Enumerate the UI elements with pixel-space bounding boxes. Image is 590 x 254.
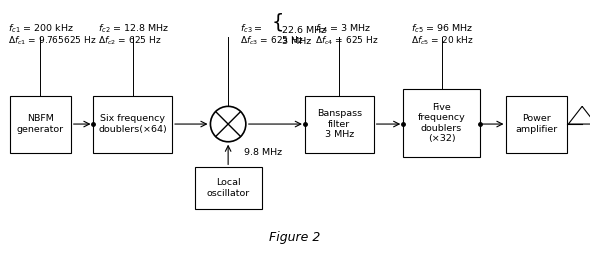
- Text: 22.6 MHz: 22.6 MHz: [282, 26, 326, 35]
- Text: $\Delta f_{c4}$ = 625 Hz: $\Delta f_{c4}$ = 625 Hz: [314, 35, 378, 47]
- Bar: [506, 96, 568, 153]
- Text: NBFM
generator: NBFM generator: [17, 114, 64, 134]
- Bar: [10, 96, 71, 153]
- Text: Figure 2: Figure 2: [269, 231, 321, 244]
- Text: $\Delta f_{c2}$ = 625 Hz: $\Delta f_{c2}$ = 625 Hz: [99, 35, 162, 47]
- Text: $\{$: $\{$: [271, 11, 283, 33]
- Text: $\Delta f_{c5}$ = 20 kHz: $\Delta f_{c5}$ = 20 kHz: [411, 35, 474, 47]
- Text: Banspass
filter
3 MHz: Banspass filter 3 MHz: [317, 109, 362, 139]
- Bar: [93, 96, 172, 153]
- Text: $f_{c1}$ = 200 kHz: $f_{c1}$ = 200 kHz: [8, 22, 74, 35]
- Text: Power
amplifier: Power amplifier: [516, 114, 558, 134]
- Bar: [305, 96, 373, 153]
- Text: $f_{c2}$ = 12.8 MHz: $f_{c2}$ = 12.8 MHz: [99, 22, 170, 35]
- Text: $\Delta f_{c3}$ = 625 Hz: $\Delta f_{c3}$ = 625 Hz: [240, 35, 303, 47]
- Text: Five
frequency
doublers
(×32): Five frequency doublers (×32): [418, 103, 466, 143]
- Bar: [403, 89, 480, 157]
- Text: 3 MHz: 3 MHz: [282, 37, 312, 46]
- Text: Six frequency
doublers(×64): Six frequency doublers(×64): [99, 114, 167, 134]
- Bar: [195, 167, 261, 209]
- Text: 9.8 MHz: 9.8 MHz: [244, 149, 282, 157]
- Text: Local
oscillator: Local oscillator: [206, 178, 250, 198]
- Text: $f_{c5}$ = 96 MHz: $f_{c5}$ = 96 MHz: [411, 22, 474, 35]
- Text: $f_{c3}$$=$: $f_{c3}$$=$: [240, 22, 262, 35]
- Text: $f_{c4}$ = 3 MHz: $f_{c4}$ = 3 MHz: [314, 22, 371, 35]
- Text: $\Delta f_{c1}$ = 9.765625 Hz: $\Delta f_{c1}$ = 9.765625 Hz: [8, 35, 96, 47]
